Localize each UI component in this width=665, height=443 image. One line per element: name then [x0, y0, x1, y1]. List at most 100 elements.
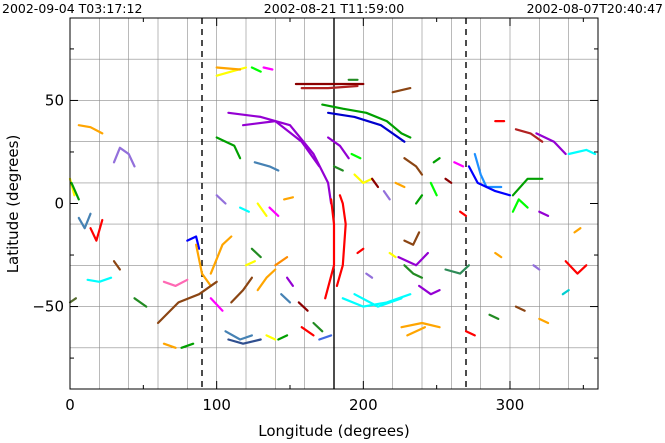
filament-24 [253, 161, 280, 172]
filament-75 [429, 181, 438, 197]
filament-2 [70, 181, 80, 201]
date-label-1: 2002-08-21 T11:59:00 [264, 1, 404, 16]
filament-32 [274, 256, 289, 267]
filament-90 [532, 264, 541, 271]
filament-49 [391, 87, 412, 94]
filament-23 [215, 136, 242, 160]
filament-69 [403, 231, 421, 246]
filament-28 [268, 206, 280, 217]
filament-55 [332, 165, 344, 172]
reference-lines [201, 18, 467, 389]
filament-59 [403, 157, 424, 176]
filament-67 [388, 251, 397, 259]
filament-8 [112, 146, 136, 168]
filament-73 [406, 326, 426, 337]
filament-82 [511, 177, 544, 197]
filament-56 [371, 177, 380, 189]
filament-52 [327, 136, 350, 160]
filament-47 [300, 84, 359, 90]
filament-30 [250, 247, 262, 259]
filament-58 [394, 181, 406, 189]
filament-20 [262, 66, 274, 71]
filament-96 [464, 330, 476, 337]
filament-94 [488, 313, 500, 320]
date-label-0: 2002-09-04 T03:17:12 [2, 1, 142, 16]
filament-87 [567, 148, 597, 156]
filament-31 [244, 260, 256, 267]
filament-11 [195, 243, 212, 287]
filament-51 [327, 111, 406, 143]
filament-16 [162, 342, 177, 349]
filament-13 [133, 297, 148, 308]
filament-65 [356, 247, 365, 255]
axis-ticks: 0 100 200 300 50 0 −50 [32, 18, 598, 414]
filament-80 [473, 152, 503, 189]
filament-40 [265, 334, 277, 341]
filament-88 [538, 210, 550, 217]
filament-38 [224, 330, 253, 341]
y-tick-label: 50 [45, 91, 64, 109]
filament-44 [300, 326, 315, 337]
filament-42 [297, 301, 309, 312]
y-axis-title: Latitude (degrees) [4, 135, 22, 274]
filament-43 [312, 321, 324, 333]
filament-36 [230, 276, 253, 304]
filament-91 [564, 260, 588, 275]
filament-34 [280, 293, 292, 304]
filament-21 [227, 111, 333, 205]
filament-50 [321, 103, 412, 139]
filament-45 [318, 334, 333, 341]
filament-81 [467, 165, 512, 197]
filament-10 [186, 235, 201, 250]
filament-4 [89, 218, 104, 242]
filament-18 [215, 66, 242, 71]
x-tick-label: 100 [202, 396, 231, 414]
filament-series [68, 66, 597, 349]
filament-77 [459, 210, 468, 217]
filament-17 [215, 66, 248, 77]
filament-97 [538, 317, 550, 325]
filament-68 [397, 251, 429, 267]
filament-85 [514, 128, 544, 143]
filament-83 [511, 198, 529, 213]
filament-14 [209, 235, 233, 275]
filament-19 [250, 66, 262, 73]
filament-37 [209, 297, 224, 312]
filament-76 [444, 177, 453, 184]
y-tick-label: 0 [54, 195, 64, 213]
filament-57 [382, 190, 391, 201]
filament-53 [350, 152, 362, 160]
filament-41 [277, 334, 289, 341]
filament-0 [77, 124, 104, 135]
filament-26 [239, 206, 250, 213]
filament-74 [415, 194, 424, 205]
y-tick-label: −50 [32, 298, 64, 316]
filament-92 [573, 227, 582, 234]
x-tick-label: 200 [349, 396, 378, 414]
filament-12 [156, 280, 218, 325]
filament-60 [432, 157, 441, 164]
filament-79 [444, 264, 470, 275]
filament-66 [365, 272, 374, 279]
filament-22 [242, 120, 321, 168]
filament-86 [535, 132, 567, 156]
filament-39 [227, 338, 262, 345]
filament-61 [335, 194, 347, 287]
date-labels: 2002-09-04 T03:17:12 2002-08-21 T11:59:00… [2, 1, 663, 16]
filament-33 [256, 268, 277, 292]
filament-72 [400, 321, 441, 329]
filament-71 [418, 284, 441, 296]
filament-5 [86, 276, 113, 283]
filament-29 [283, 196, 294, 201]
date-label-2: 2002-08-07T20:40:47 [527, 1, 663, 16]
filament-64 [353, 293, 403, 308]
filament-27 [256, 202, 268, 217]
filament-35 [286, 276, 294, 287]
filament-93 [561, 289, 570, 296]
filament-89 [494, 251, 503, 259]
filament-78 [453, 161, 465, 168]
x-axis-title: Longitude (degrees) [258, 422, 409, 440]
filament-54 [353, 173, 374, 184]
x-tick-label: 300 [496, 396, 525, 414]
